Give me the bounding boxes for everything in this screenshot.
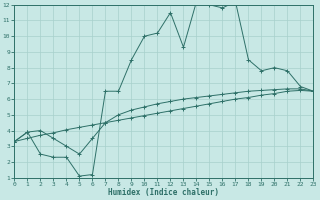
X-axis label: Humidex (Indice chaleur): Humidex (Indice chaleur) <box>108 188 220 197</box>
